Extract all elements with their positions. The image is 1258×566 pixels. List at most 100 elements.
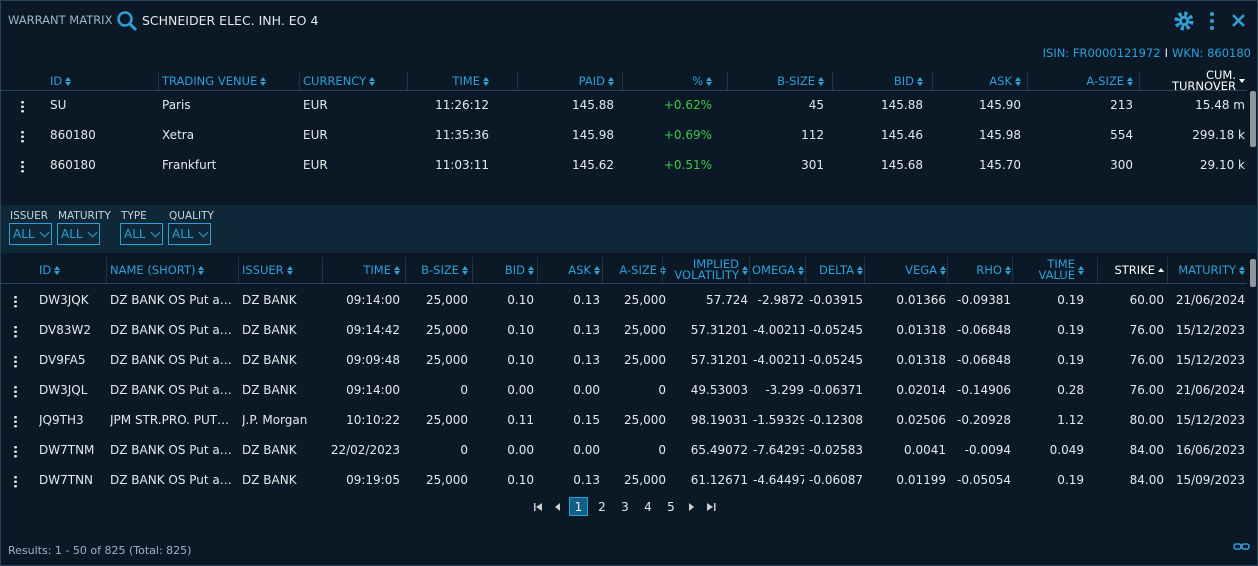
cell: 1.12 bbox=[1057, 413, 1084, 427]
cell: -0.05245 bbox=[809, 353, 863, 367]
cell: DZ BANK OS Put a… bbox=[110, 473, 232, 487]
cell: EUR bbox=[303, 128, 328, 142]
cell: 15/09/2023 bbox=[1175, 473, 1245, 487]
column-header[interactable]: STRIKE bbox=[1101, 257, 1164, 283]
column-header[interactable]: TIME VALUE bbox=[1016, 257, 1084, 283]
column-header[interactable]: ID bbox=[50, 72, 151, 90]
cell: 0.00 bbox=[573, 443, 600, 457]
window-controls[interactable] bbox=[1173, 9, 1253, 33]
column-header[interactable]: MATURITY bbox=[1171, 257, 1245, 283]
header-label: TRADING VENUE bbox=[162, 73, 258, 88]
column-header[interactable]: TIME bbox=[326, 257, 400, 283]
row-menu[interactable] bbox=[14, 295, 17, 308]
column-header[interactable]: TRADING VENUE bbox=[162, 72, 291, 90]
row-menu[interactable] bbox=[14, 445, 17, 458]
cell: -0.09381 bbox=[957, 293, 1011, 307]
column-header[interactable]: VEGA bbox=[868, 257, 946, 283]
filter-label: QUALITY bbox=[169, 210, 214, 222]
sort-arrow bbox=[1078, 265, 1084, 270]
cell: DW7TNM bbox=[39, 443, 95, 457]
cell: 25,000 bbox=[426, 323, 468, 337]
page-number[interactable]: 4 bbox=[644, 499, 652, 514]
column-header[interactable]: OMEGA bbox=[752, 257, 804, 283]
cell: 0.19 bbox=[1057, 293, 1084, 307]
row-menu[interactable] bbox=[21, 130, 24, 143]
row-menu[interactable] bbox=[14, 385, 17, 398]
column-header[interactable]: NAME (SHORT) bbox=[110, 257, 233, 283]
column-header[interactable]: BID bbox=[476, 257, 534, 283]
column-header[interactable]: PAID bbox=[521, 72, 614, 90]
row-menu[interactable] bbox=[14, 325, 17, 338]
chevron bbox=[198, 227, 209, 237]
scrollbar[interactable] bbox=[1250, 259, 1256, 287]
column-header[interactable]: A-SIZE bbox=[606, 257, 666, 283]
link-icon[interactable] bbox=[1233, 541, 1251, 553]
filter-value: ALL bbox=[124, 227, 146, 241]
column-header[interactable]: ISSUER bbox=[242, 257, 321, 283]
column-divider bbox=[947, 257, 948, 283]
scrollbar[interactable] bbox=[1250, 91, 1256, 147]
sort-icon bbox=[65, 76, 72, 86]
column-header[interactable]: TIME bbox=[411, 72, 489, 90]
row-menu[interactable] bbox=[21, 100, 24, 113]
column-header[interactable]: RHO bbox=[951, 257, 1011, 283]
cell: 0.01199 bbox=[896, 473, 946, 487]
row-menu[interactable] bbox=[14, 475, 17, 488]
row-menu[interactable] bbox=[21, 160, 24, 173]
column-header[interactable]: IMPLIED VOLATILITY bbox=[666, 257, 748, 283]
cell: 0 bbox=[658, 383, 666, 397]
cell: 21/06/2024 bbox=[1175, 293, 1245, 307]
chevron bbox=[87, 227, 98, 237]
column-header[interactable]: CUM. TURNOVER bbox=[1143, 69, 1245, 92]
row-menu[interactable] bbox=[14, 415, 17, 428]
column-header[interactable]: ASK bbox=[541, 257, 600, 283]
header-label: ID bbox=[50, 73, 63, 88]
cell: +0.62% bbox=[663, 98, 712, 112]
cell: -0.06371 bbox=[809, 383, 863, 397]
sort-arrow bbox=[1158, 268, 1164, 272]
cell: DZ BANK OS Put a… bbox=[110, 383, 232, 397]
column-header[interactable]: A-SIZE bbox=[1031, 72, 1133, 90]
isin: ISIN: FR0000121972 bbox=[1042, 46, 1161, 60]
cell: 25,000 bbox=[426, 473, 468, 487]
column-header[interactable]: BID bbox=[836, 72, 923, 90]
column-header[interactable]: B-SIZE bbox=[409, 257, 468, 283]
cell: 09:19:05 bbox=[346, 473, 400, 487]
column-header[interactable]: ASK bbox=[936, 72, 1021, 90]
page-number[interactable]: 3 bbox=[621, 499, 629, 514]
cell: 15.48 m bbox=[1195, 98, 1245, 112]
filter-value: ALL bbox=[172, 227, 194, 241]
column-header[interactable]: CURRENCY bbox=[303, 72, 406, 90]
filter-select[interactable]: ALL bbox=[120, 223, 163, 245]
next-page[interactable] bbox=[685, 498, 699, 516]
search-icon[interactable] bbox=[116, 10, 138, 32]
cell: JPM STR.PRO. PUT… bbox=[110, 413, 230, 427]
sort-arrow bbox=[917, 76, 923, 81]
page-number[interactable]: 5 bbox=[667, 499, 675, 514]
cell: 300 bbox=[1110, 158, 1133, 172]
sort-arrow bbox=[798, 265, 804, 270]
filter-select[interactable]: ALL bbox=[168, 223, 211, 245]
row-menu[interactable] bbox=[14, 355, 17, 368]
sort-arrow bbox=[660, 270, 666, 275]
column-header[interactable]: % bbox=[626, 72, 712, 90]
cell: 145.88 bbox=[881, 98, 923, 112]
prev-page[interactable] bbox=[550, 498, 564, 516]
sort-arrow bbox=[1127, 81, 1133, 86]
column-header[interactable]: DELTA bbox=[809, 257, 863, 283]
sort-arrow bbox=[369, 81, 376, 86]
column-divider bbox=[238, 257, 239, 283]
page-number[interactable]: 1 bbox=[569, 497, 588, 516]
cell: 213 bbox=[1110, 98, 1133, 112]
column-header[interactable]: ID bbox=[39, 257, 101, 283]
cell: 145.90 bbox=[979, 98, 1021, 112]
last-page[interactable] bbox=[704, 498, 718, 516]
cell: -7.64293 bbox=[753, 443, 804, 457]
cell: DW7TNN bbox=[39, 473, 94, 487]
filter-select[interactable]: ALL bbox=[57, 223, 100, 245]
filter-select[interactable]: ALL bbox=[9, 223, 52, 245]
cell: -0.05054 bbox=[957, 473, 1011, 487]
page-number[interactable]: 2 bbox=[598, 499, 606, 514]
column-header[interactable]: B-SIZE bbox=[731, 72, 824, 90]
first-page[interactable] bbox=[531, 498, 545, 516]
